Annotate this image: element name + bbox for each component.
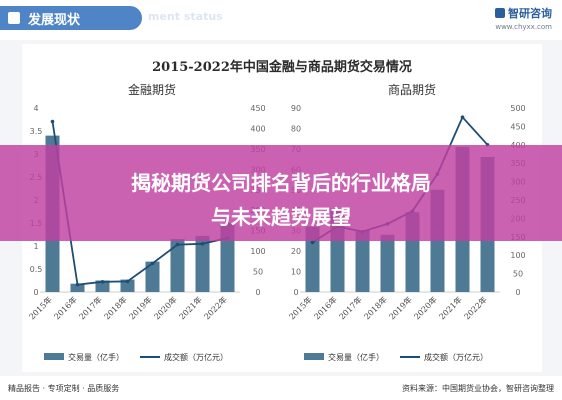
legend-bar-swatch xyxy=(304,353,324,360)
line-point-2018年 xyxy=(125,279,130,284)
x-axis-tick: 2017年 xyxy=(337,294,364,321)
footer-slogan: 精品报告 · 专项定制 · 品质服务 xyxy=(8,384,120,393)
line-point-2015年 xyxy=(310,240,315,245)
panel-2-subtitle: 商品期货 xyxy=(388,82,436,97)
left-axis-tick: 0 xyxy=(33,288,38,297)
bar-2017年 xyxy=(355,230,370,292)
x-axis-tick: 2022年 xyxy=(462,294,489,321)
top-header: 发展现状 ment status 智研咨询 www.chyxx.com xyxy=(0,0,562,40)
line-point-2021年 xyxy=(200,241,205,246)
footer-source: 资料来源：中国期货业协会，智研咨询整理 xyxy=(402,384,554,393)
page-footer: 精品报告 · 专项定制 · 品质服务 资料来源：中国期货业协会，智研咨询整理 xyxy=(0,376,562,400)
section-title: 发展现状 xyxy=(28,13,81,28)
legend-bar-label: 交易量（亿手） xyxy=(68,352,124,362)
right-axis-tick: 450 xyxy=(250,104,265,113)
left-axis-tick: 80 xyxy=(291,124,301,133)
x-axis-tick: 2021年 xyxy=(437,294,464,321)
line-point-2017年 xyxy=(100,279,105,284)
left-axis-tick: 20 xyxy=(291,247,301,256)
x-axis-tick: 2020年 xyxy=(412,294,439,321)
bar-2021年 xyxy=(195,235,210,292)
left-axis-tick: 1 xyxy=(33,242,38,251)
bar-2017年 xyxy=(95,280,110,292)
x-axis-tick: 2017年 xyxy=(77,294,104,321)
bar-2018年 xyxy=(120,279,135,292)
brand-logo-icon xyxy=(495,8,505,18)
x-axis-tick: 2021年 xyxy=(177,294,204,321)
x-axis-tick: 2016年 xyxy=(312,294,339,321)
line-point-2015年 xyxy=(50,119,55,124)
right-axis-tick: 0 xyxy=(515,288,520,297)
line-point-2021年 xyxy=(460,115,465,119)
left-axis-tick: 10 xyxy=(291,268,301,277)
legend-line-label: 成交额（万亿元） xyxy=(164,352,228,362)
x-axis-tick: 2019年 xyxy=(127,294,154,321)
line-point-2020年 xyxy=(175,242,180,247)
headline-line-2: 与未来趋势展望 xyxy=(211,205,351,229)
right-axis-tick: 450 xyxy=(510,122,525,131)
x-axis-tick: 2018年 xyxy=(362,294,389,321)
x-axis-tick: 2015年 xyxy=(287,294,314,321)
brand-name: 智研咨询 xyxy=(508,7,552,20)
right-axis-tick: 50 xyxy=(513,270,523,279)
legend-line-label: 成交额（万亿元） xyxy=(424,352,488,362)
bar-2015年 xyxy=(305,226,320,292)
bar-2018年 xyxy=(380,234,395,292)
bar-2020年 xyxy=(170,239,185,292)
right-axis-tick: 100 xyxy=(250,247,265,256)
section-square-icon xyxy=(8,12,20,24)
headline-line-1: 揭秘期货公司排名背后的行业格局 xyxy=(131,171,431,195)
x-axis-tick: 2019年 xyxy=(387,294,414,321)
right-axis-tick: 400 xyxy=(250,124,265,133)
bar-2016年 xyxy=(70,283,85,292)
line-point-2019年 xyxy=(150,261,155,266)
right-axis-tick: 0 xyxy=(255,288,260,297)
brand-block: 智研咨询 www.chyxx.com xyxy=(495,5,552,31)
left-axis-tick: 3.5 xyxy=(30,127,43,136)
panel-1-subtitle: 金融期货 xyxy=(128,82,176,97)
right-axis-tick: 50 xyxy=(253,268,263,277)
brand-url: www.chyxx.com xyxy=(495,23,552,31)
chart-main-title: 2015-2022年中国金融与商品期货交易情况 xyxy=(152,60,412,75)
x-axis-tick: 2022年 xyxy=(202,294,229,321)
section-tab: 发展现状 xyxy=(0,6,142,30)
headline-banner: 揭秘期货公司排名背后的行业格局 与未来趋势展望 xyxy=(0,145,562,241)
left-axis-tick: 0 xyxy=(293,288,298,297)
right-axis-tick: 500 xyxy=(510,104,525,113)
left-axis-tick: 0.5 xyxy=(30,265,43,274)
legend-bar-label: 交易量（亿手） xyxy=(328,352,384,362)
header-watermark: ment status xyxy=(148,10,223,23)
bar-2019年 xyxy=(145,261,160,292)
legend-bar-swatch xyxy=(44,353,64,360)
x-axis-tick: 2015年 xyxy=(27,294,54,321)
line-point-2016年 xyxy=(75,282,80,287)
left-axis-tick: 4 xyxy=(33,104,38,113)
x-axis-tick: 2020年 xyxy=(152,294,179,321)
x-axis-tick: 2016年 xyxy=(52,294,79,321)
x-axis-tick: 2018年 xyxy=(102,294,129,321)
trade-value-line xyxy=(51,121,228,286)
right-axis-tick: 100 xyxy=(510,251,525,260)
left-axis-tick: 90 xyxy=(291,104,301,113)
